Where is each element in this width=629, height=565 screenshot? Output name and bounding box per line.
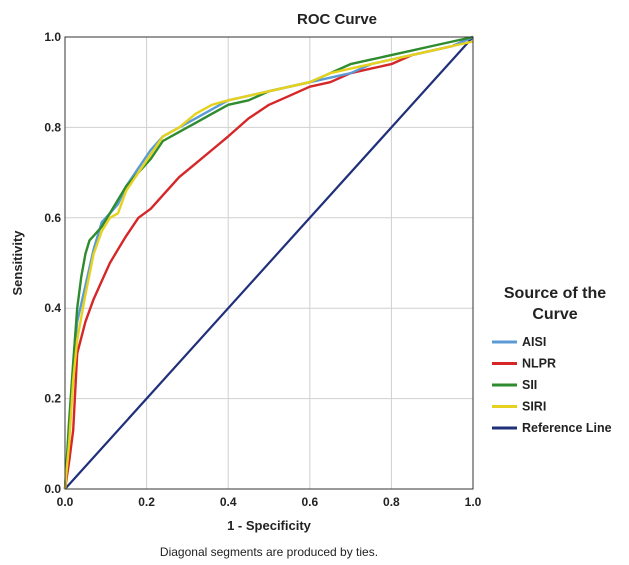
footnote: Diagonal segments are produced by ties.: [160, 545, 378, 559]
legend-title-line-1: Source of the: [504, 285, 606, 302]
x-tick-label: 1.0: [465, 495, 482, 509]
x-tick-label: 0.4: [220, 495, 237, 509]
x-axis-ticks: 0.0 0.2 0.4 0.6 0.8 1.0: [57, 495, 482, 509]
series-line-nlpr: [63, 35, 474, 490]
y-tick-label: 0.2: [44, 392, 61, 406]
grid: [65, 37, 473, 489]
legend-label-reference-line: Reference Line: [522, 421, 612, 435]
series-layer: [63, 35, 474, 490]
y-tick-label: 0.4: [44, 301, 61, 315]
legend-label-siri: SIRI: [522, 400, 546, 414]
legend: Source of the Curve AISI NLPR SII SIRI Refer…: [492, 285, 612, 435]
y-tick-label: 1.0: [44, 30, 61, 44]
chart-title: ROC Curve: [297, 11, 377, 28]
series-line-reference-line: [64, 36, 474, 490]
legend-title-line-2: Curve: [532, 306, 577, 323]
legend-label-nlpr: NLPR: [522, 357, 556, 371]
x-axis-label: 1 - Specificity: [227, 518, 312, 533]
series-line-siri: [63, 40, 474, 490]
x-tick-label: 0.6: [301, 495, 318, 509]
y-tick-label: 0.8: [44, 120, 61, 134]
legend-items: AISI NLPR SII SIRI Reference Line: [492, 335, 612, 435]
y-axis-ticks: 0.0 0.2 0.4 0.6 0.8 1.0: [44, 30, 61, 496]
legend-label-sii: SII: [522, 378, 537, 392]
plot-frame: [64, 36, 474, 490]
x-tick-label: 0.2: [138, 495, 155, 509]
series-line-sii: [63, 35, 474, 490]
y-tick-label: 0.6: [44, 211, 61, 225]
y-tick-label: 0.0: [44, 482, 61, 496]
x-tick-label: 0.8: [383, 495, 400, 509]
legend-label-aisi: AISI: [522, 335, 546, 349]
y-axis-label: Sensitivity: [10, 230, 25, 296]
x-tick-label: 0.0: [57, 495, 74, 509]
